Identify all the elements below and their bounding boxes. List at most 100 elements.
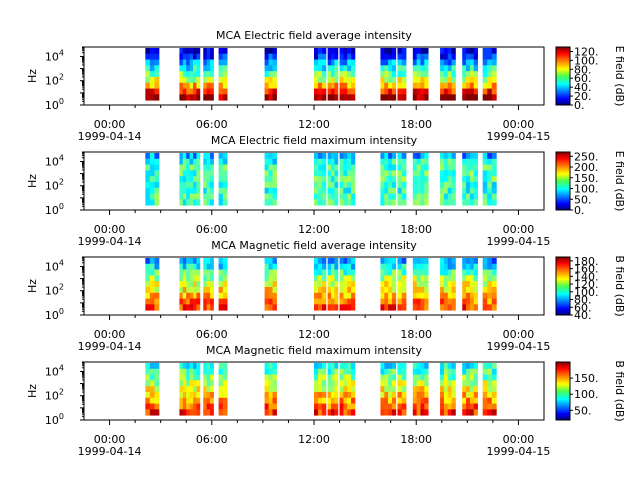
spectrogram-cell bbox=[203, 298, 208, 305]
spectrogram-cell bbox=[149, 170, 155, 177]
spectrogram-cell bbox=[272, 199, 277, 206]
spectrogram-cell bbox=[401, 286, 407, 294]
spectrogram-cell bbox=[154, 199, 160, 206]
spectrogram-cell bbox=[401, 263, 407, 270]
spectrogram-cell bbox=[272, 170, 277, 177]
spectrogram-cell bbox=[314, 368, 319, 375]
spectrogram-cell bbox=[264, 281, 269, 288]
spectrogram-cell bbox=[218, 199, 224, 206]
spectrogram-cell bbox=[222, 71, 228, 78]
spectrogram-cell bbox=[347, 275, 352, 282]
spectrogram-cell bbox=[388, 374, 393, 381]
spectrogram-cell bbox=[203, 275, 208, 282]
spectrogram-cell bbox=[206, 298, 211, 305]
spectrogram-cell bbox=[424, 409, 429, 416]
spectrogram-cell bbox=[222, 164, 228, 171]
spectrogram-cell bbox=[491, 368, 497, 375]
spectrogram-cell bbox=[473, 304, 478, 311]
spectrogram-cell bbox=[206, 257, 211, 265]
spectrogram-cell bbox=[145, 152, 151, 160]
spectrogram-cell bbox=[339, 59, 344, 66]
spectrogram-cell bbox=[491, 304, 497, 311]
spectrogram-cell bbox=[397, 409, 403, 416]
spectrogram-cell bbox=[222, 386, 228, 393]
y-tick-label: 104 bbox=[45, 153, 64, 168]
spectrogram-cell bbox=[334, 176, 339, 183]
spectrogram-cell bbox=[268, 53, 273, 60]
spectrogram-cell bbox=[314, 88, 319, 95]
spectrogram-cell bbox=[343, 59, 348, 66]
spectrogram-cell bbox=[391, 292, 397, 299]
spectrogram-cell bbox=[334, 193, 339, 200]
spectrogram-cell bbox=[196, 181, 201, 189]
spectrogram-cell bbox=[206, 374, 211, 381]
spectrogram-cell bbox=[384, 94, 389, 101]
spectrogram-cell bbox=[272, 391, 277, 399]
spectrogram-cell bbox=[447, 257, 452, 265]
spectrogram-cell bbox=[218, 47, 224, 55]
spectrogram-cell bbox=[384, 386, 389, 393]
spectrogram-cell bbox=[272, 292, 277, 299]
spectrogram-cell bbox=[397, 82, 403, 89]
spectrogram-cell bbox=[388, 257, 393, 265]
spectrogram-cell bbox=[347, 368, 352, 375]
spectrogram-cell bbox=[327, 181, 332, 189]
spectrogram-cell bbox=[206, 47, 211, 55]
spectrogram-cell bbox=[182, 187, 187, 194]
spectrogram-cell bbox=[412, 292, 418, 299]
spectrogram-cell bbox=[145, 409, 151, 416]
spectrogram-cell bbox=[443, 304, 449, 311]
spectrogram-cell bbox=[473, 59, 478, 66]
spectrogram-cell bbox=[473, 76, 478, 84]
spectrogram-cell bbox=[491, 176, 497, 183]
spectrogram-cell bbox=[487, 269, 493, 276]
spectrogram-cell bbox=[272, 181, 277, 189]
y-tick-label: 102 bbox=[45, 283, 64, 298]
spectrogram-cell bbox=[397, 257, 403, 265]
spectrogram-cell bbox=[186, 292, 191, 299]
spectrogram-cell bbox=[443, 187, 449, 194]
spectrogram-cell bbox=[391, 164, 397, 171]
spectrogram-cell bbox=[491, 292, 497, 299]
spectrogram-cell bbox=[327, 199, 332, 206]
spectrogram-cell bbox=[186, 88, 191, 95]
spectrogram-cell bbox=[272, 176, 277, 183]
spectrogram-cell bbox=[491, 409, 497, 416]
spectrogram-cell bbox=[196, 374, 201, 381]
spectrogram-cell bbox=[482, 386, 488, 393]
spectrogram-cell bbox=[331, 82, 335, 89]
spectrogram-cell bbox=[462, 164, 467, 171]
spectrogram-cell bbox=[331, 88, 335, 95]
spectrogram-cell bbox=[397, 380, 403, 387]
x-date-label: 1999-04-14 bbox=[78, 340, 142, 353]
spectrogram-cell bbox=[384, 409, 389, 416]
spectrogram-cell bbox=[196, 391, 201, 399]
spectrogram-cell bbox=[186, 53, 191, 60]
spectrogram-cell bbox=[451, 263, 456, 270]
spectrogram-cell bbox=[451, 286, 456, 294]
chart-panel-4: MCA Magnetic field maximum intensity1001… bbox=[26, 344, 626, 458]
spectrogram-cell bbox=[327, 176, 332, 183]
colorbar-tick-label: 100. bbox=[574, 286, 599, 299]
spectrogram-cell bbox=[206, 409, 211, 416]
spectrogram-cell bbox=[321, 374, 327, 381]
spectrogram-cell bbox=[268, 170, 273, 177]
spectrogram-cell bbox=[420, 263, 425, 270]
spectrogram-cell bbox=[491, 71, 497, 78]
spectrogram-cell bbox=[334, 292, 339, 299]
spectrogram-cell bbox=[182, 374, 187, 381]
spectrogram-cell bbox=[264, 362, 269, 370]
spectrogram-cell bbox=[186, 181, 191, 189]
spectrogram-cell bbox=[210, 391, 214, 399]
spectrogram-cell bbox=[491, 170, 497, 177]
spectrogram-cell bbox=[388, 176, 393, 183]
spectrogram-cell bbox=[196, 275, 201, 282]
spectrogram-cell bbox=[487, 286, 493, 294]
spectrogram-cell bbox=[203, 65, 208, 72]
spectrogram-cell bbox=[473, 193, 478, 200]
spectrogram-cell bbox=[317, 158, 323, 165]
spectrogram-cell bbox=[451, 181, 456, 189]
colorbar: 50.100.150. B field (dB) bbox=[555, 360, 626, 422]
spectrogram-cell bbox=[186, 257, 191, 265]
spectrogram-cell bbox=[218, 304, 224, 311]
